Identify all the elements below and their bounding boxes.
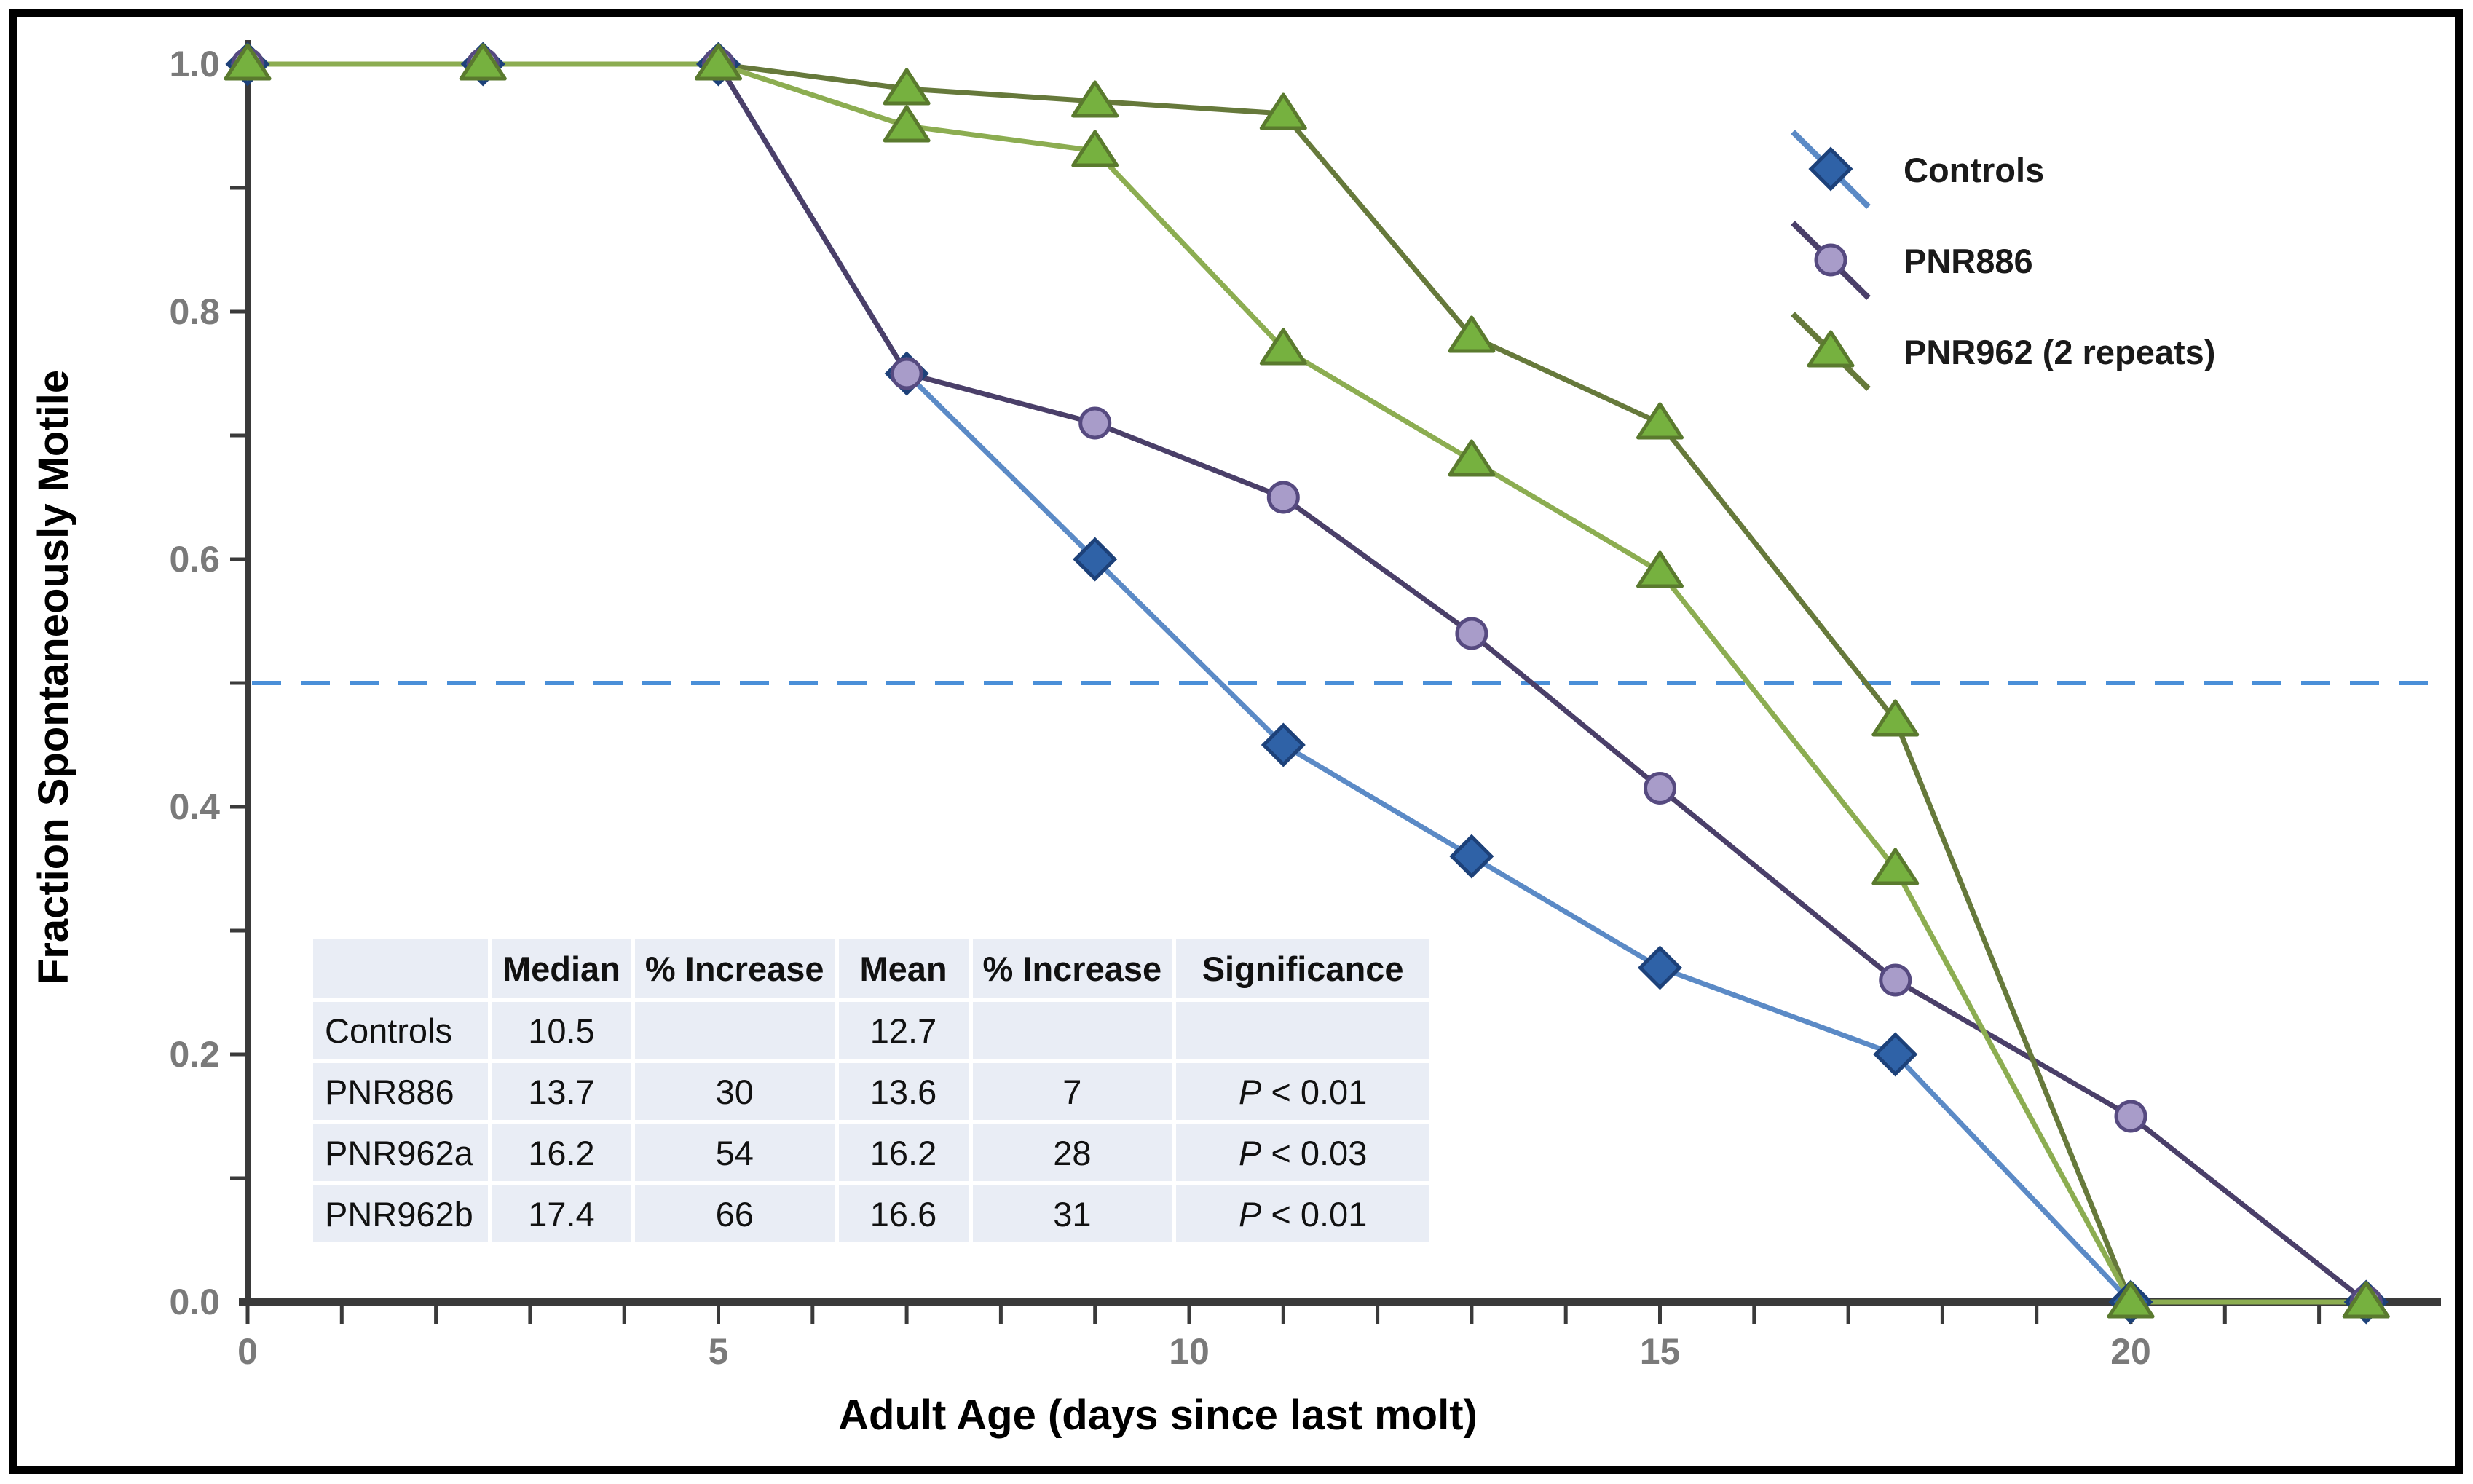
table-header-cell: % Increase xyxy=(972,939,1172,998)
table-cell: 54 xyxy=(634,1124,835,1181)
legend-key-diamond-icon xyxy=(1791,130,1871,209)
legend-marker-triangle-icon xyxy=(1807,330,1855,368)
chart-legend: Controls PNR886 PNR962 (2 repeats) xyxy=(1751,124,2377,397)
table-cell: PNR962b xyxy=(313,1185,488,1242)
x-tick-label-10: 10 xyxy=(1169,1331,1210,1372)
table-cell: PNR962a xyxy=(313,1124,488,1181)
table-header-cell: Mean xyxy=(838,939,969,998)
legend-entry-3: PNR962 (2 repeats) xyxy=(1751,306,2377,397)
data-point-pnr962b xyxy=(459,43,507,81)
y-tick-label-0.0: 0.0 xyxy=(169,1282,220,1322)
data-point-pnr962b xyxy=(1636,550,1684,588)
data-point-controls xyxy=(1873,1032,1918,1077)
table-cell: PNR886 xyxy=(313,1063,488,1120)
table-cell: 66 xyxy=(634,1185,835,1242)
data-point-pnr962a xyxy=(1071,80,1119,118)
data-point-pnr962b xyxy=(1071,130,1119,167)
table-row-pnr886: PNR886 13.7 30 13.6 7 P < 0.01 xyxy=(313,1063,1430,1120)
data-point-controls xyxy=(1073,537,1118,582)
data-point-pnr962b xyxy=(883,105,931,143)
table-cell: 31 xyxy=(972,1185,1172,1242)
data-point-pnr886 xyxy=(1078,406,1112,440)
data-point-controls xyxy=(1449,834,1494,879)
table-header-cell: Significance xyxy=(1176,939,1430,998)
x-tick-label-15: 15 xyxy=(1639,1331,1681,1372)
table-cell: P < 0.01 xyxy=(1176,1063,1430,1120)
data-point-controls xyxy=(1637,945,1683,990)
data-point-pnr962b xyxy=(1259,328,1307,366)
statistics-table: Median% Increase Mean% Increase Significan… xyxy=(309,935,1435,1247)
table-cell: 13.7 xyxy=(492,1063,631,1120)
table-cell: 16.2 xyxy=(492,1124,631,1181)
table-cell: 16.6 xyxy=(838,1185,969,1242)
y-tick-label-1.0: 1.0 xyxy=(169,44,220,84)
table-cell: 30 xyxy=(634,1063,835,1120)
legend-label: PNR886 xyxy=(1904,242,2033,280)
table-cell: P < 0.01 xyxy=(1176,1185,1430,1242)
data-point-pnr962a xyxy=(1448,315,1496,353)
x-tick-label-5: 5 xyxy=(708,1331,729,1372)
data-point-pnr962b xyxy=(2107,1281,2155,1319)
data-point-pnr886 xyxy=(1266,481,1300,514)
x-tick-label-0: 0 xyxy=(237,1331,258,1372)
data-point-pnr962b xyxy=(1448,439,1496,477)
y-tick-label-0.8: 0.8 xyxy=(169,291,220,332)
table-cell: 10.5 xyxy=(492,1002,631,1059)
table-cell: 7 xyxy=(972,1063,1172,1120)
table-header-cell xyxy=(313,939,488,998)
table-cell: 17.4 xyxy=(492,1185,631,1242)
legend-entry-1: Controls xyxy=(1751,124,2377,215)
table-row-controls: Controls 10.5 12.7 xyxy=(313,1002,1430,1059)
legend-marker-diamond-icon xyxy=(1808,146,1853,192)
data-point-pnr886 xyxy=(1644,772,1676,805)
table-header-row: Median% Increase Mean% Increase Significan… xyxy=(313,939,1430,998)
table-cell: 28 xyxy=(972,1124,1172,1181)
data-point-pnr962b xyxy=(2342,1281,2390,1319)
data-point-pnr962a xyxy=(1871,699,1920,737)
table-cell: 16.2 xyxy=(838,1124,969,1181)
legend-marker-circle-icon xyxy=(1814,243,1847,277)
table-cell xyxy=(1176,1002,1430,1059)
legend-label: PNR962 (2 repeats) xyxy=(1904,333,2216,371)
legend-key-circle-icon xyxy=(1791,221,1871,300)
x-axis-title: Adult Age (days since last molt) xyxy=(838,1392,1478,1439)
data-point-controls xyxy=(1261,722,1306,767)
data-point-pnr886 xyxy=(1879,963,1912,997)
data-point-pnr886 xyxy=(1455,617,1488,650)
data-point-pnr886 xyxy=(2114,1100,2147,1133)
y-tick-label-0.2: 0.2 xyxy=(169,1034,220,1075)
table-cell xyxy=(634,1002,835,1059)
y-axis-title: Fraction Spontaneously Motile xyxy=(30,369,77,985)
data-point-pnr962a xyxy=(883,68,931,106)
table-cell: 13.6 xyxy=(838,1063,969,1120)
legend-entry-2: PNR886 xyxy=(1751,215,2377,306)
data-point-pnr886 xyxy=(890,357,923,390)
table-header-cell: Median xyxy=(492,939,631,998)
data-point-pnr962b xyxy=(224,43,272,81)
table-row-pnr962a: PNR962a 16.2 54 16.2 28 P < 0.03 xyxy=(313,1124,1430,1181)
legend-label: Controls xyxy=(1904,151,2045,189)
data-point-pnr962b xyxy=(695,43,742,81)
table-row-pnr962b: PNR962b 17.4 66 16.6 31 P < 0.01 xyxy=(313,1185,1430,1242)
x-tick-label-20: 20 xyxy=(2110,1331,2151,1372)
data-point-pnr962a xyxy=(1259,92,1307,130)
table-cell xyxy=(972,1002,1172,1059)
data-point-pnr962a xyxy=(1636,402,1684,440)
y-tick-label-0.6: 0.6 xyxy=(169,539,220,580)
table-cell: Controls xyxy=(313,1002,488,1059)
table-cell: P < 0.03 xyxy=(1176,1124,1430,1181)
legend-key-triangle-icon xyxy=(1791,312,1871,391)
table-header-cell: % Increase xyxy=(634,939,835,998)
data-point-pnr962b xyxy=(1871,848,1920,885)
y-tick-label-0.4: 0.4 xyxy=(169,786,220,827)
table-cell: 12.7 xyxy=(838,1002,969,1059)
